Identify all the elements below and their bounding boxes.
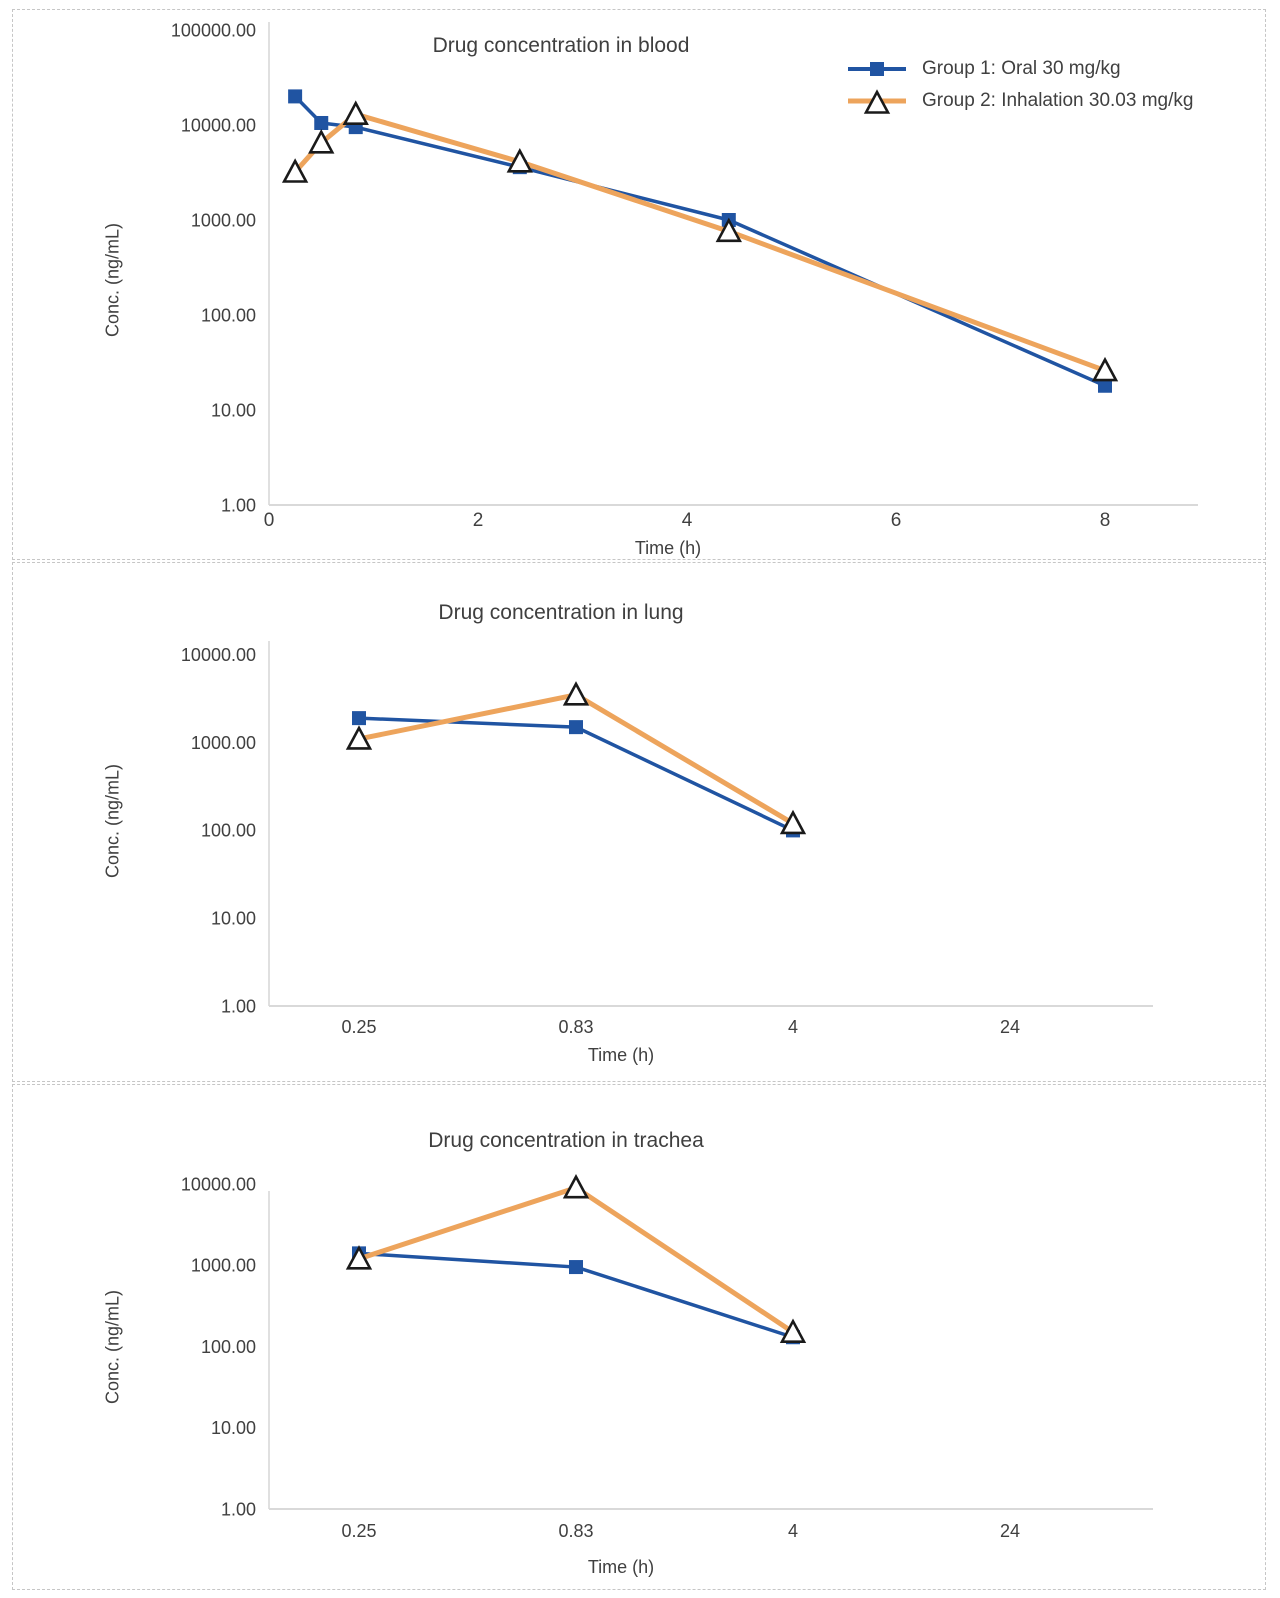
y-tick-label: 100.00 (201, 305, 256, 325)
y-tick-label: 100.00 (201, 1337, 256, 1357)
plot-area-blood: 100000.00 10000.00 1000.00 100.00 10.00 1.00 0… (171, 20, 1198, 531)
y-tick-label: 10000.00 (181, 115, 256, 135)
x-tick-label: 0.25 (341, 1521, 376, 1541)
series-line-oral (358, 716, 794, 832)
series-line-inhalation (358, 692, 795, 826)
y-tick-label: 1000.00 (191, 1256, 256, 1276)
chart-panel-blood: Drug concentration in blood Conc. (ng/mL… (12, 9, 1266, 560)
x-tick-label: 2 (473, 510, 484, 531)
legend-label: Group 1: Oral 30 mg/kg (922, 58, 1121, 79)
marker-triangle-icon (308, 129, 335, 154)
series-line-oral (293, 95, 1106, 388)
legend: Group 1: Oral 30 mg/kg Group 2: Inhalati… (846, 54, 1193, 116)
marker-square-icon (569, 1260, 583, 1275)
marker-triangle-icon (506, 148, 533, 173)
x-tick-label: 4 (788, 1017, 798, 1037)
marker-triangle-icon (715, 217, 742, 243)
marker-triangle-icon (345, 725, 373, 750)
marker-triangle-icon (562, 1173, 590, 1199)
x-tick-label: 4 (788, 1521, 798, 1541)
x-tick-label: 8 (1100, 510, 1111, 531)
plot-area-trachea: 10000.00 1000.00 100.00 10.00 1.00 0.25 0.83 4 2… (181, 1173, 1153, 1541)
marker-triangle-icon (1091, 356, 1119, 382)
marker-square-icon (314, 115, 329, 130)
marker-square-icon (352, 711, 366, 726)
y-tick-label: 10000.00 (181, 1174, 256, 1194)
chart-title-blood: Drug concentration in blood (432, 34, 690, 57)
marker-triangle-icon (281, 158, 309, 183)
chart-title-lung: Drug concentration in lung (438, 601, 684, 624)
marker-square-icon (288, 89, 303, 104)
legend-item-oral: Group 1: Oral 30 mg/kg (846, 54, 1193, 84)
legend-swatch-square-icon (848, 62, 906, 76)
marker-square-icon (1098, 378, 1112, 393)
x-tick-label: 24 (1000, 1017, 1020, 1037)
x-tick-label: 0 (264, 510, 275, 531)
chart-panel-trachea: Drug concentration in trachea Conc. (ng/… (12, 1084, 1266, 1590)
chart-panel-lung: Drug concentration in lung Conc. (ng/mL)… (12, 562, 1266, 1082)
y-tick-label: 100.00 (201, 821, 256, 841)
x-axis-title-trachea: Time (h) (587, 1557, 655, 1577)
x-tick-label: 0.25 (341, 1017, 376, 1037)
y-tick-label: 1.00 (221, 1499, 256, 1519)
marker-triangle-icon (342, 100, 369, 125)
plot-area-lung: 10000.00 1000.00 100.00 10.00 1.00 0.25 0.83 4 2… (181, 641, 1153, 1037)
marker-triangle-icon (562, 681, 590, 706)
y-tick-label: 1000.00 (191, 733, 256, 753)
y-tick-label: 1000.00 (191, 210, 256, 230)
x-axis-title-blood: Time (h) (634, 538, 702, 558)
legend-swatch-triangle-icon (848, 89, 906, 114)
x-tick-label: 0.83 (558, 1521, 593, 1541)
marker-triangle-icon (863, 89, 891, 114)
marker-triangle-icon (779, 1318, 807, 1343)
y-tick-label: 10.00 (211, 400, 256, 420)
chart-title-trachea: Drug concentration in trachea (428, 1129, 704, 1152)
x-axis-title-lung: Time (h) (587, 1045, 655, 1065)
x-tick-label: 4 (682, 510, 693, 531)
y-tick-label: 10.00 (211, 1418, 256, 1438)
legend-label: Group 2: Inhalation 30.03 mg/kg (922, 90, 1194, 111)
marker-triangle-icon (779, 809, 807, 835)
y-tick-label: 10000.00 (181, 645, 256, 665)
marker-triangle-icon (345, 1245, 373, 1270)
x-tick-label: 24 (1000, 1521, 1020, 1541)
legend-item-inhalation: Group 2: Inhalation 30.03 mg/kg (846, 86, 1193, 116)
series-line-inhalation (358, 1185, 795, 1335)
y-tick-label: 10.00 (211, 909, 256, 929)
x-tick-label: 0.83 (558, 1017, 593, 1037)
y-tick-label: 100000.00 (171, 20, 256, 40)
y-tick-label: 1.00 (221, 495, 256, 515)
y-tick-label: 1.00 (221, 996, 256, 1016)
x-tick-label: 6 (891, 510, 902, 531)
marker-square-icon (569, 720, 583, 735)
marker-square-icon (870, 62, 884, 76)
